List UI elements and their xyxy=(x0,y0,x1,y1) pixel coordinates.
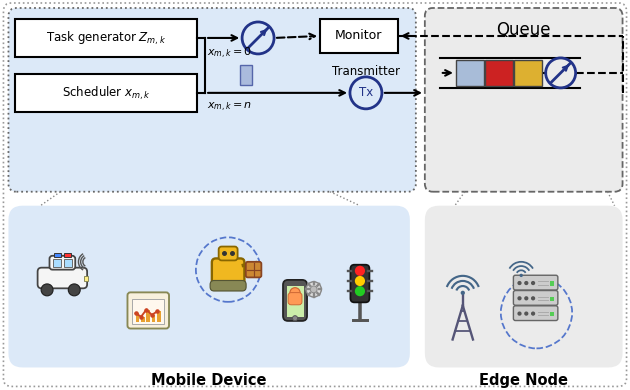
FancyBboxPatch shape xyxy=(219,246,238,261)
Text: Queue: Queue xyxy=(496,21,551,39)
Text: Mobile Device: Mobile Device xyxy=(151,373,267,388)
FancyBboxPatch shape xyxy=(425,8,622,192)
Bar xyxy=(146,310,150,322)
Text: $x_{m,k}=0$: $x_{m,k}=0$ xyxy=(207,46,253,62)
Bar xyxy=(550,281,554,285)
FancyBboxPatch shape xyxy=(425,206,622,367)
FancyBboxPatch shape xyxy=(288,292,302,305)
Circle shape xyxy=(517,296,522,300)
FancyBboxPatch shape xyxy=(350,265,369,302)
Bar xyxy=(513,60,542,86)
Bar xyxy=(135,313,139,322)
Circle shape xyxy=(41,284,53,296)
Text: Monitor: Monitor xyxy=(335,30,382,43)
Bar xyxy=(141,317,145,322)
Circle shape xyxy=(531,281,536,285)
Circle shape xyxy=(461,291,465,295)
Circle shape xyxy=(355,286,365,296)
Text: $x_{m,k}=n$: $x_{m,k}=n$ xyxy=(207,101,253,114)
Circle shape xyxy=(531,312,536,316)
Bar xyxy=(287,286,304,317)
Bar xyxy=(53,259,60,267)
Text: Transmitter: Transmitter xyxy=(332,66,400,78)
FancyBboxPatch shape xyxy=(8,8,416,192)
Circle shape xyxy=(311,286,317,293)
Circle shape xyxy=(306,282,321,297)
Bar xyxy=(16,19,197,57)
Bar xyxy=(152,315,156,322)
Text: Edge Node: Edge Node xyxy=(479,373,568,388)
Circle shape xyxy=(524,281,529,285)
Circle shape xyxy=(517,281,522,285)
FancyBboxPatch shape xyxy=(283,280,307,321)
FancyBboxPatch shape xyxy=(127,292,169,328)
Circle shape xyxy=(292,316,297,321)
Circle shape xyxy=(517,312,522,316)
Bar xyxy=(16,74,197,112)
FancyBboxPatch shape xyxy=(38,268,87,288)
Bar xyxy=(158,311,161,322)
FancyBboxPatch shape xyxy=(210,280,246,291)
Bar xyxy=(320,19,398,53)
Circle shape xyxy=(68,284,80,296)
Bar xyxy=(84,276,88,282)
Bar xyxy=(550,312,554,316)
Bar xyxy=(64,253,71,257)
FancyBboxPatch shape xyxy=(212,259,244,284)
Circle shape xyxy=(355,266,365,276)
Circle shape xyxy=(524,312,529,316)
Bar xyxy=(455,60,484,86)
FancyBboxPatch shape xyxy=(246,262,261,277)
Bar xyxy=(240,65,252,85)
Text: Scheduler $x_{m,k}$: Scheduler $x_{m,k}$ xyxy=(62,84,151,101)
Circle shape xyxy=(290,288,300,298)
Bar xyxy=(54,253,60,257)
Circle shape xyxy=(520,274,523,277)
Bar xyxy=(550,297,554,301)
FancyBboxPatch shape xyxy=(513,275,558,290)
FancyBboxPatch shape xyxy=(8,206,410,367)
Bar xyxy=(484,60,513,86)
Text: Tx: Tx xyxy=(359,86,373,99)
Bar xyxy=(64,259,72,267)
Text: Task generator $Z_{m,k}$: Task generator $Z_{m,k}$ xyxy=(46,29,166,46)
FancyBboxPatch shape xyxy=(50,256,75,269)
Circle shape xyxy=(531,296,536,300)
Circle shape xyxy=(524,296,529,300)
FancyBboxPatch shape xyxy=(513,306,558,321)
Circle shape xyxy=(355,276,365,286)
Bar xyxy=(132,299,164,324)
FancyBboxPatch shape xyxy=(513,291,558,305)
